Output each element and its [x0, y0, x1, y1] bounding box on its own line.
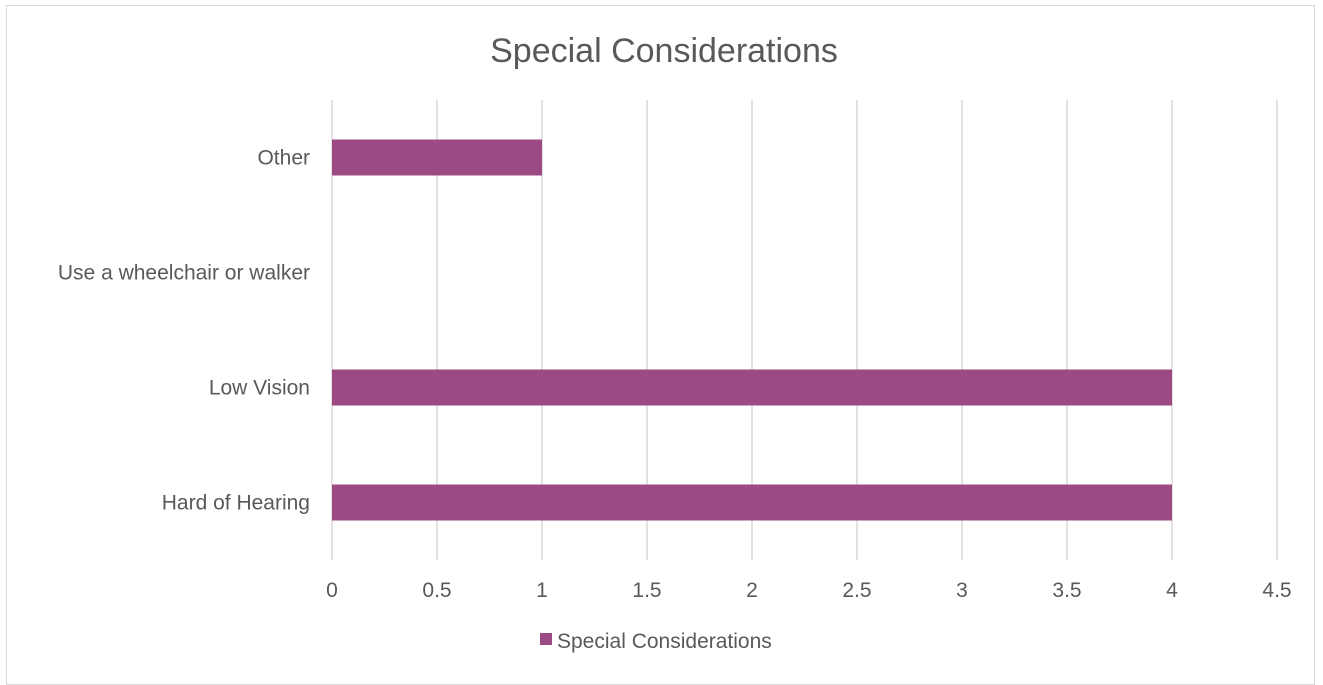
- legend-swatch: [540, 633, 552, 645]
- category-labels: Hard of Hearing Low Vision Use a wheelchai…: [58, 147, 310, 515]
- x-tick-label: 0: [326, 579, 338, 602]
- gridlines: [331, 100, 1278, 560]
- x-tick-label: 4: [1166, 579, 1178, 602]
- x-tick-label: 3.5: [1052, 579, 1081, 602]
- category-label: Hard of Hearing: [162, 492, 310, 515]
- bar: [332, 139, 542, 176]
- category-label: Low Vision: [209, 377, 310, 400]
- x-tick-label: 2.5: [842, 579, 871, 602]
- x-tick-label: 2: [746, 579, 758, 602]
- x-tick-labels: 0 0.5 1 1.5 2 2.5 3 3.5 4 4.5: [326, 579, 1291, 602]
- bar: [332, 484, 1172, 521]
- category-label: Other: [257, 147, 310, 170]
- bars: [332, 139, 1172, 521]
- chart-frame: [6, 5, 1315, 685]
- x-tick-label: 1: [536, 579, 548, 602]
- x-tick-label: 0.5: [422, 579, 451, 602]
- category-label: Use a wheelchair or walker: [58, 262, 310, 285]
- x-tick-label: 3: [956, 579, 968, 602]
- legend: Special Considerations: [540, 630, 772, 653]
- x-tick-label: 4.5: [1262, 579, 1291, 602]
- legend-label: Special Considerations: [557, 630, 772, 653]
- x-tick-label: 1.5: [632, 579, 661, 602]
- bar: [332, 369, 1172, 406]
- chart-title: Special Considerations: [490, 32, 838, 70]
